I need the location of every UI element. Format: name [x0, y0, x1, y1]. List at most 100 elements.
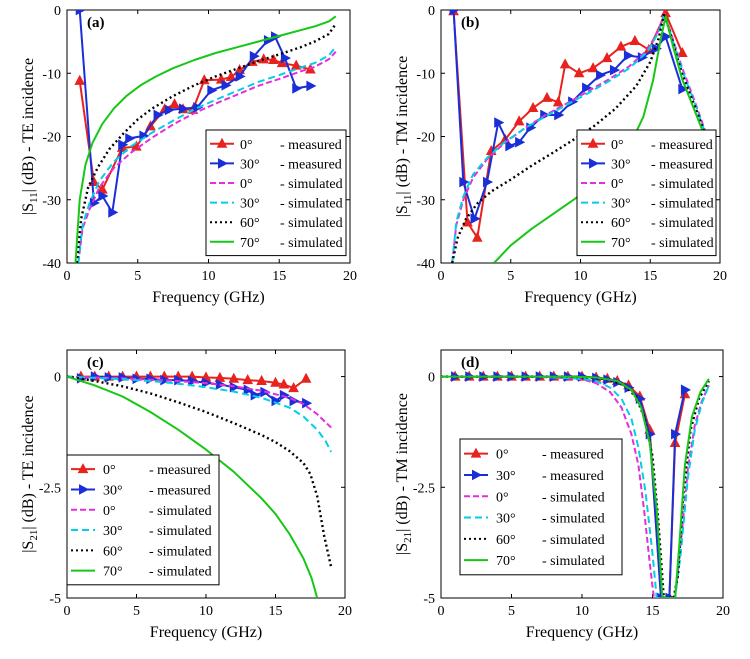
y-axis-label-subscript: 21: [28, 530, 40, 541]
legend-label-type: - simulated: [651, 236, 714, 251]
x-axis-label: Frequency (GHz): [526, 624, 638, 641]
x-tick-label: 20: [716, 604, 730, 619]
legend-box: [459, 438, 623, 576]
marker-point: [470, 447, 482, 458]
y-tick-label: -10: [42, 67, 61, 82]
marker-point: [108, 207, 119, 218]
legend: 0° - measured 30° - measured 0° - simulated 30…: [459, 438, 623, 576]
marker-point: [671, 428, 682, 440]
y-tick-label: -30: [42, 194, 61, 209]
panel-tag: (a): [87, 15, 105, 31]
marker-point: [609, 64, 621, 76]
x-tick-label: 5: [134, 269, 141, 284]
y-axis-label-part: |S: [394, 205, 411, 217]
x-tick-label: 10: [574, 269, 588, 284]
legend-label-angle: 0°: [496, 448, 509, 463]
legend-label-angle: 0°: [496, 490, 509, 505]
marker-point: [75, 10, 86, 16]
y-axis-label: |S21| (dB) - TM incidence: [394, 393, 414, 555]
series-line: [75, 23, 337, 263]
series-line: [441, 375, 710, 598]
marker-point: [629, 34, 641, 45]
x-axis-label: Frequency (GHz): [150, 624, 262, 641]
legend-label-type: - simulated: [542, 512, 605, 527]
y-tick-label: 0: [428, 4, 435, 19]
legend-box: [576, 129, 717, 257]
y-axis-label-part: |S: [20, 203, 37, 215]
marker-point: [582, 82, 593, 94]
x-tick-label: 0: [64, 269, 71, 284]
legend-label-angle: 30°: [240, 197, 260, 212]
marker-point: [225, 70, 237, 82]
marker-point: [79, 484, 90, 495]
series-line: [67, 375, 319, 598]
legend-label-type: - measured: [280, 157, 342, 172]
marker-point: [218, 158, 229, 169]
x-tick-label: 15: [269, 604, 283, 619]
series-line: [67, 375, 332, 453]
marker-point: [596, 69, 607, 81]
legend-label-angle: 60°: [240, 216, 260, 231]
marker-point: [527, 101, 539, 113]
y-tick-label: -40: [416, 257, 435, 272]
marker-point: [677, 46, 688, 58]
series-line: [67, 375, 333, 568]
series-group: [67, 370, 333, 598]
y-tick-label: 0: [428, 371, 435, 386]
legend-label-angle: 30°: [496, 512, 516, 527]
marker-point: [258, 53, 270, 64]
marker-point: [207, 84, 218, 96]
series-group: [74, 10, 337, 263]
series-line: [74, 15, 337, 263]
y-axis-label-part: | (dB) - TM incidence: [394, 56, 411, 195]
marker-point: [306, 80, 317, 92]
legend: 0° - measured 30° - measured 0° - simulated 30…: [205, 129, 347, 257]
series-line: [451, 11, 708, 263]
marker-point: [215, 73, 227, 84]
marker-point: [77, 463, 89, 474]
legend-label-type: - simulated: [149, 565, 212, 580]
y-axis-label-subscript: 11: [402, 195, 414, 206]
y-tick-label: -40: [42, 257, 61, 272]
marker-point: [449, 10, 460, 16]
legend-label-angle: 30°: [611, 157, 631, 172]
marker-point: [280, 52, 291, 64]
legend-label-type: - measured: [542, 469, 604, 484]
x-tick-label: 20: [713, 269, 727, 284]
x-tick-label: 10: [202, 269, 216, 284]
marker-point: [587, 137, 599, 148]
panel-tag: (b): [461, 15, 479, 31]
panel-tag: (c): [87, 355, 104, 371]
x-tick-label: 15: [646, 604, 660, 619]
legend-label-type: - simulated: [542, 554, 605, 569]
marker-point: [472, 469, 483, 481]
marker-point: [256, 374, 267, 385]
y-axis-label-part: | (dB) - TM incidence: [394, 393, 411, 532]
marker-point: [221, 79, 232, 91]
legend-label-angle: 30°: [103, 483, 123, 498]
legend-label-angle: 70°: [240, 236, 260, 251]
y-tick-label: -5: [423, 592, 435, 607]
series-group: [441, 370, 710, 598]
legend-label-type: - simulated: [280, 216, 343, 231]
x-tick-label: 5: [133, 604, 140, 619]
legend-label-type: - simulated: [280, 177, 343, 192]
y-axis-label: |S11| (dB) - TM incidence: [394, 56, 414, 218]
marker-point: [228, 372, 240, 383]
marker-point: [242, 374, 254, 385]
marker-point: [601, 52, 613, 63]
legend: 0° - measured 30° - measured 0° - simulated 30…: [576, 129, 717, 257]
y-tick-label: 0: [54, 4, 61, 19]
x-tick-label: 15: [643, 269, 657, 284]
marker-point: [513, 115, 525, 126]
legend-box: [66, 454, 220, 586]
marker-point: [153, 109, 164, 121]
legend-label-type: - simulated: [149, 524, 212, 539]
marker-point: [615, 40, 627, 51]
legend-label-angle: 70°: [611, 236, 631, 251]
marker-point: [552, 96, 564, 107]
y-tick-label: -30: [416, 194, 435, 209]
chart-panel-4: 0 5 10 15 20 0 -2.5 -5 Frequency (GHz) |S21| (dB)…: [394, 349, 730, 641]
x-tick-label: 5: [507, 269, 514, 284]
panel-tag: (d): [461, 355, 479, 371]
